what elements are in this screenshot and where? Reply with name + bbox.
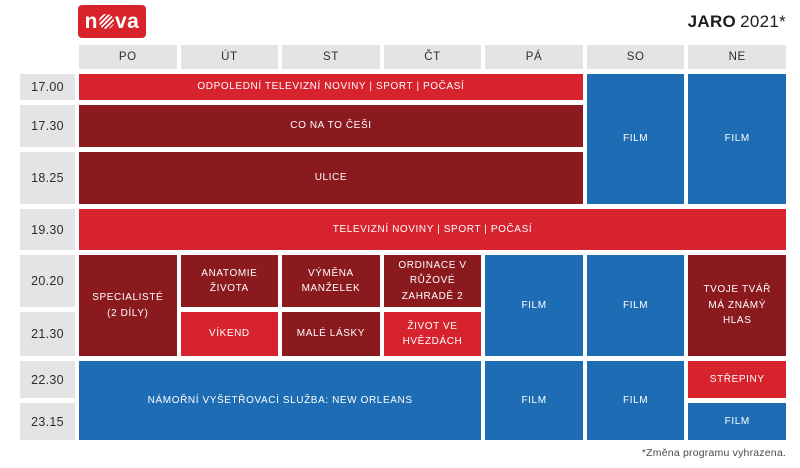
day-header-4: ČT — [383, 45, 482, 69]
program-cell: TVOJE TVÁŘ MÁ ZNÁMÝ HLAS — [688, 255, 786, 356]
day-header-2: ÚT — [180, 45, 279, 69]
season-year: 2021* — [740, 12, 786, 31]
nova-logo-letter-va: va — [114, 10, 140, 33]
program-cell: ŽIVOT VE HVĚZDÁCH — [383, 312, 482, 356]
day-header-1: PO — [79, 45, 177, 69]
program-cell: SPECIALISTÉ (2 DÍLY) — [79, 255, 177, 356]
schedule-footnote: *Změna programu vyhrazena. — [641, 447, 786, 459]
program-cell: VÝMĚNA MANŽELEK — [282, 255, 380, 307]
schedule-grid: PO ÚT ST ČT PÁ SO NE 17.00 17.30 18.25 19.30 20.20 2… — [20, 45, 786, 440]
time-label-8: 23.15 — [20, 403, 75, 440]
program-cell: ORDINACE V RŮŽOVÉ ZAHRADĚ 2 — [383, 255, 482, 307]
day-header-6: SO — [586, 45, 685, 69]
program-cell: FILM — [688, 403, 786, 440]
time-label-5: 20.20 — [20, 255, 75, 307]
program-cell: MALÉ LÁSKY — [282, 312, 380, 356]
nova-logo: n va — [78, 5, 146, 38]
time-label-2: 17.30 — [20, 105, 75, 147]
program-cell: FILM — [586, 74, 685, 204]
nova-logo-striped-o-icon — [98, 14, 114, 29]
program-cell: FILM — [485, 255, 583, 356]
time-label-1: 17.00 — [20, 74, 75, 100]
program-cell: FILM — [485, 361, 583, 440]
day-header-5: PÁ — [485, 45, 583, 69]
program-cell: ANATOMIE ŽIVOTA — [180, 255, 279, 307]
program-cell: FILM — [586, 255, 685, 356]
time-label-7: 22.30 — [20, 361, 75, 398]
time-label-4: 19.30 — [20, 209, 75, 250]
season-title: JARO 2021* — [688, 12, 786, 32]
day-header-7: NE — [688, 45, 786, 69]
program-cell: FILM — [688, 74, 786, 204]
program-cell: VÍKEND — [180, 312, 279, 356]
nova-logo-letter-n: n — [84, 10, 98, 33]
program-cell: CO NA TO ČEŠI — [79, 105, 583, 147]
time-label-6: 21.30 — [20, 312, 75, 356]
program-cell: NÁMOŘNÍ VYŠETŘOVACÍ SLUŽBA: NEW ORLEANS — [79, 361, 482, 440]
program-cell: TELEVIZNÍ NOVINY | SPORT | POČASÍ — [79, 209, 786, 250]
program-cell: ULICE — [79, 152, 583, 204]
day-header-3: ST — [282, 45, 380, 69]
program-cell: FILM — [586, 361, 685, 440]
program-cell: STŘEPINY — [688, 361, 786, 398]
program-cell: ODPOLEDNÍ TELEVIZNÍ NOVINY | SPORT | POČ… — [79, 74, 583, 100]
time-label-3: 18.25 — [20, 152, 75, 204]
season-name: JARO — [687, 12, 737, 31]
